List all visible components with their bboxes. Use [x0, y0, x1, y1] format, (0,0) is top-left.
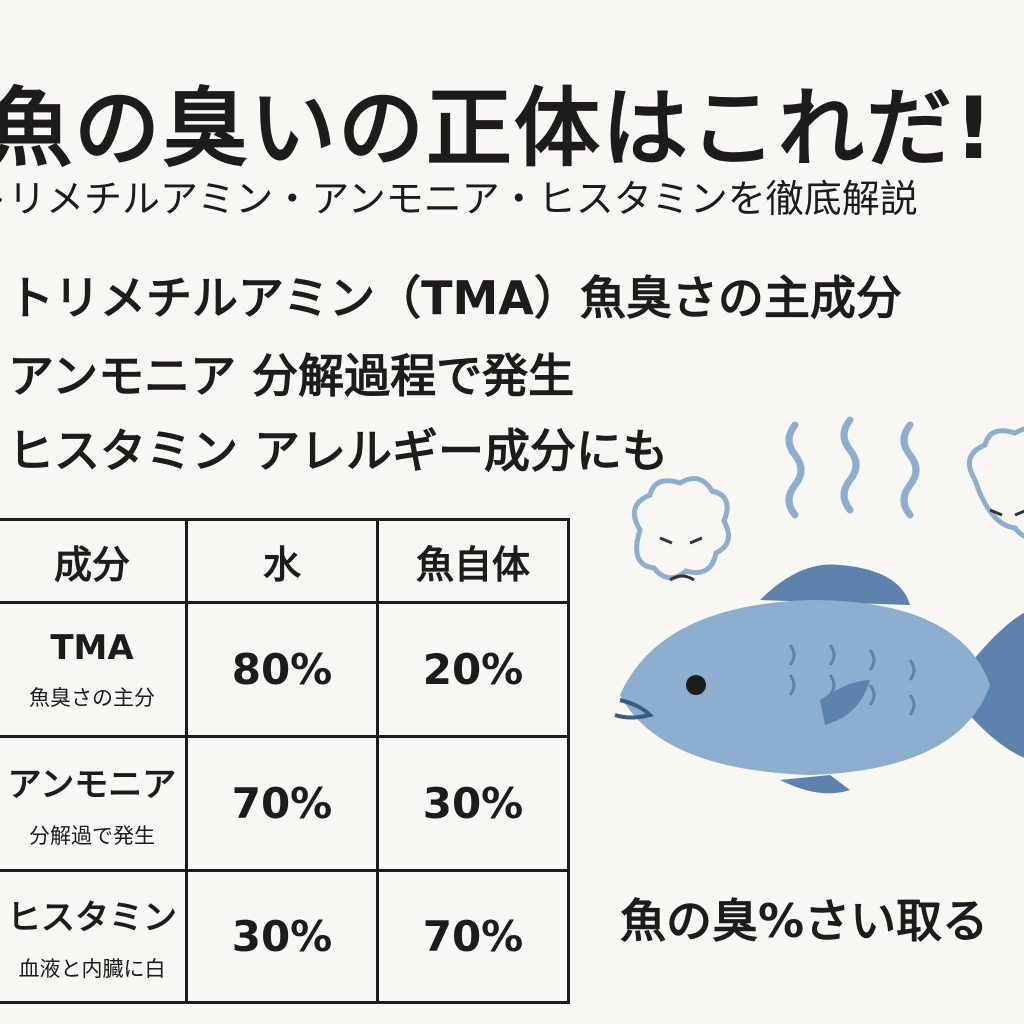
cell-water: 70% [185, 735, 379, 872]
smelly-fish-illustration [614, 416, 1024, 794]
row-name: ヒスタミン [7, 898, 177, 938]
angry-cloud-icon [631, 426, 1024, 581]
bullet-ammonia: アンモニア 分解過程で発生 [8, 349, 575, 403]
header-fish: 魚自体 [376, 518, 570, 604]
row-note: 分解過で発生 [29, 824, 155, 848]
cell-water: 30% [185, 869, 379, 1004]
page-title: 魚の臭いの正体はこれだ! [0, 79, 996, 179]
cell-fish: 30% [376, 735, 570, 872]
page-subtitle: トリメチルアミン・アンモニア・ヒスタミンを徹底解説 [0, 177, 918, 221]
component-table: 成分 水 魚自体 TMA 魚臭さの主分 80% 20% アンモニア分解過で発生 7… [0, 518, 570, 1004]
row-name: TMA [50, 627, 134, 668]
row-note: 血液と内臓に白 [18, 957, 166, 981]
fish-icon [614, 564, 1024, 794]
bullet-histamine: ヒスタミン アレルギー成分にも [8, 424, 669, 478]
odor-waves-icon [785, 416, 920, 519]
bullet-tma: トリメチルアミン（TMA）魚臭さの主成分 [8, 271, 902, 325]
table-row: TMA 魚臭さの主分 80% 20% [0, 601, 570, 738]
header-water: 水 [185, 518, 379, 604]
cell-fish: 70% [376, 869, 570, 1004]
cell-fish: 20% [376, 601, 570, 738]
cell-name: TMA 魚臭さの主分 [0, 601, 188, 738]
row-note: 魚臭さの主分 [29, 685, 155, 710]
caption: 魚の臭%さい取る [620, 894, 989, 948]
table-row: アンモニア分解過で発生 70% 30% [0, 735, 570, 872]
table-row: ヒスタミン血液と内臓に白 30% 70% [0, 869, 570, 1004]
cell-name: アンモニア分解過で発生 [0, 735, 188, 872]
cell-name: ヒスタミン血液と内臓に白 [0, 869, 188, 1004]
cell-water: 80% [185, 601, 379, 738]
header-component: 成分 [0, 518, 188, 604]
table-header-row: 成分 水 魚自体 [0, 518, 570, 604]
row-name: アンモニア [7, 765, 177, 805]
